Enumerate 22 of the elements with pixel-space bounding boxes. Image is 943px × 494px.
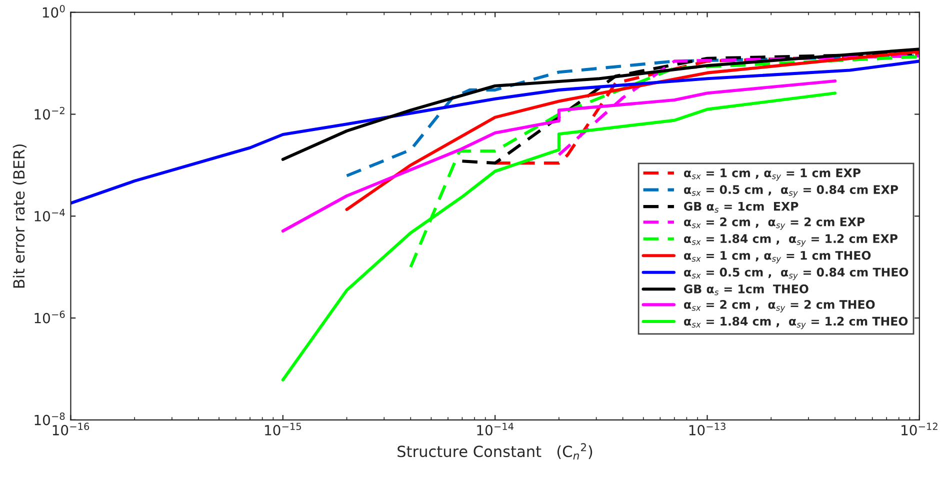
x-tick-label: 10$^{−16}$ <box>52 422 90 436</box>
y-tick-label: 10$^{−6}$ <box>34 310 65 324</box>
legend-label: α$_{sx}$ = 0.5 cm , α$_{sy}$ = 0.84 cm THEO <box>684 268 908 280</box>
legend-label: GB α$_{s}$ = 1cm EXP <box>684 202 798 213</box>
x-tick-label: 10$^{−13}$ <box>689 422 726 436</box>
x-tick-label: 10$^{−14}$ <box>477 422 514 436</box>
legend-label: α$_{sx}$ = 1 cm , α$_{sy}$ = 1 cm THEO <box>684 250 871 264</box>
y-tick-label: 10$^{0}$ <box>42 4 65 18</box>
legend-label: α$_{sx}$ = 0.5 cm , α$_{sy}$ = 0.84 cm EXP <box>684 185 898 198</box>
y-axis-title: Bit error rate (BER) <box>12 144 27 288</box>
y-tick-label: 10$^{−8}$ <box>34 412 65 426</box>
x-tick-label: 10$^{−15}$ <box>265 422 301 436</box>
y-tick-label: 10$^{−2}$ <box>34 106 64 120</box>
legend-label: α$_{sx}$ = 1.84 cm , α$_{sy}$ = 1.2 cm THEO <box>684 316 908 330</box>
y-tick-label: 10$^{−4}$ <box>34 208 65 222</box>
legend-label: α$_{sx}$ = 2 cm , α$_{sy}$ = 2 cm THEO <box>684 300 875 312</box>
legend-label: α$_{sx}$ = 1 cm , α$_{sy}$ = 1 cm EXP <box>684 168 861 181</box>
x-tick-label: 10$^{−12}$ <box>902 422 938 436</box>
legend-label: α$_{sx}$ = 1.84 cm , α$_{sy}$ = 1.2 cm EXP <box>684 234 898 247</box>
legend-label: GB α$_{s}$ = 1cm THEO <box>684 284 808 296</box>
legend-label: α$_{sx}$ = 2 cm , α$_{sy}$ = 2 cm EXP <box>684 217 865 230</box>
x-axis-title: Structure Constant (C$_{n}$$^{2}$) <box>398 443 592 460</box>
